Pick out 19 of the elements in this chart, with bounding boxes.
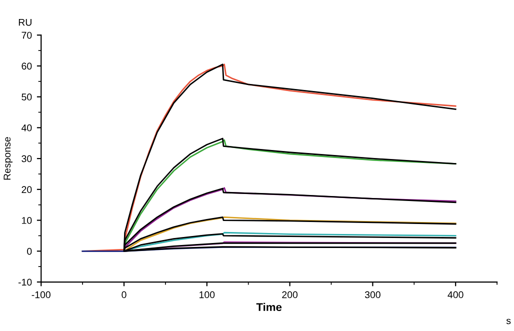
y-tick-label: 50 [22, 94, 32, 100]
text: s [506, 318, 511, 324]
x-tick-label: 200 [282, 291, 298, 298]
y-tick-label: 20 [22, 186, 32, 194]
y-tick-label: 70 [22, 32, 32, 39]
x-tick-label: 300 [364, 291, 380, 298]
x-tick-label: -100 [32, 291, 50, 298]
y-tick-label: 0 [27, 248, 32, 255]
y-tick-label: 30 [22, 155, 32, 162]
y-tick-label: 60 [22, 62, 32, 70]
x-tick-label: 100 [200, 291, 215, 298]
y-tick-label: -10 [18, 278, 32, 286]
text: RU [18, 18, 32, 26]
x-tick-label: 400 [448, 291, 464, 298]
y-tick-label: 10 [22, 217, 32, 224]
x-tick-label: 0 [122, 291, 126, 298]
y-axis-title: Response [4, 137, 12, 180]
x-axis-title: Time [256, 302, 282, 312]
y-tick-label: 40 [22, 124, 32, 132]
